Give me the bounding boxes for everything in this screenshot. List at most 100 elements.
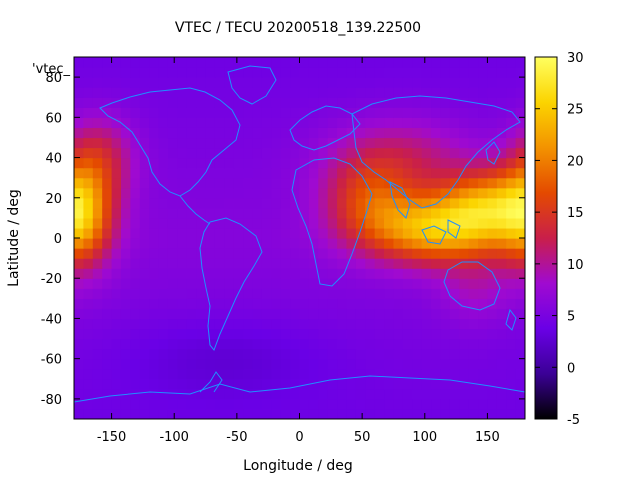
heatmap-cell [167,368,178,380]
heatmap-cell [261,248,272,259]
heatmap-cell [355,147,366,159]
heatmap-cell [431,67,442,78]
heatmap-cell [402,217,413,229]
y-tick-label: 60 [45,111,62,126]
heatmap-cell [158,77,169,88]
heatmap-cell [421,298,432,309]
heatmap-cell [214,348,225,360]
heatmap-cell [431,117,442,128]
heatmap-cell [177,97,188,108]
heatmap-cell [365,298,376,309]
heatmap-cell [412,328,423,340]
heatmap-cell [83,308,94,320]
heatmap-cell [318,288,329,299]
heatmap-cell [412,77,423,88]
heatmap-cell [271,117,282,128]
heatmap-cell [487,358,498,370]
heatmap-cell [149,288,160,299]
heatmap-cell [214,398,225,410]
heatmap-cell [261,187,272,199]
heatmap-cell [318,87,329,98]
heatmap-cell [177,147,188,159]
y-tick-label: -20 [41,272,62,287]
heatmap-cell [149,207,160,219]
heatmap-cell [158,167,169,179]
heatmap-cell [478,318,489,330]
heatmap-cell [139,117,150,128]
heatmap-cell [496,87,507,98]
heatmap-cell [506,298,517,309]
heatmap-cell [290,408,301,419]
heatmap-cell [346,77,357,88]
heatmap-cell [186,57,197,68]
coast-antarctica [74,375,525,403]
heatmap-cell [487,67,498,78]
heatmap-cell [74,97,84,108]
heatmap-cell [120,258,131,269]
heatmap-cell [346,328,357,340]
heatmap-cell [506,207,517,219]
heatmap-cell [186,388,197,400]
heatmap-cell [280,328,291,340]
heatmap-cell [243,67,254,78]
heatmap-cell [337,127,348,139]
heatmap-cell [261,157,272,169]
heatmap-cell [468,268,479,279]
heatmap-cell [74,227,84,239]
heatmap-cell [186,378,197,390]
heatmap-cell [421,288,432,299]
heatmap-cell [440,107,451,118]
heatmap-cell [487,167,498,179]
heatmap-cell [196,248,207,259]
heatmap-cell [139,167,150,179]
heatmap-cell [506,87,517,98]
heatmap-cell [120,127,131,139]
heatmap-cell [459,117,470,128]
heatmap-cell [468,137,479,149]
heatmap-cell [102,408,113,419]
heatmap-cell [111,408,122,419]
heatmap-cell [92,368,103,380]
heatmap-cell [120,268,131,279]
heatmap-cell [440,278,451,289]
heatmap-cell [111,398,122,410]
heatmap-cell [346,177,357,189]
heatmap-cell [186,137,197,149]
heatmap-cell [299,77,310,88]
heatmap-cell [111,187,122,199]
heatmap-cell [233,368,244,380]
heatmap-cell [515,57,525,68]
heatmap-cell [92,388,103,400]
heatmap-cell [299,167,310,179]
heatmap-cell [384,378,395,390]
heatmap-cell [120,398,131,410]
heatmap-cell [308,57,319,68]
heatmap-cell [327,67,338,78]
heatmap-cell [459,67,470,78]
heatmap-cell [102,298,113,309]
heatmap-cell [318,67,329,78]
heatmap-cell [449,268,460,279]
heatmap-cell [243,157,254,169]
heatmap-cell [327,207,338,219]
heatmap-cell [261,77,272,88]
heatmap-cell [393,167,404,179]
heatmap-cell [167,398,178,410]
heatmap-cell [120,167,131,179]
heatmap-cell [205,248,216,259]
heatmap-cell [186,227,197,239]
heatmap-cell [149,217,160,229]
heatmap-cell [261,227,272,239]
heatmap-cell [431,288,442,299]
heatmap-cell [355,97,366,108]
heatmap-cell [92,57,103,68]
heatmap-cell [196,368,207,380]
colorbar-tick-label: 0 [567,361,575,376]
heatmap-cell [515,348,525,360]
heatmap-cell [515,318,525,330]
heatmap-cell [139,338,150,350]
heatmap-cell [440,197,451,209]
heatmap-cell [224,408,235,419]
heatmap-cell [412,217,423,229]
